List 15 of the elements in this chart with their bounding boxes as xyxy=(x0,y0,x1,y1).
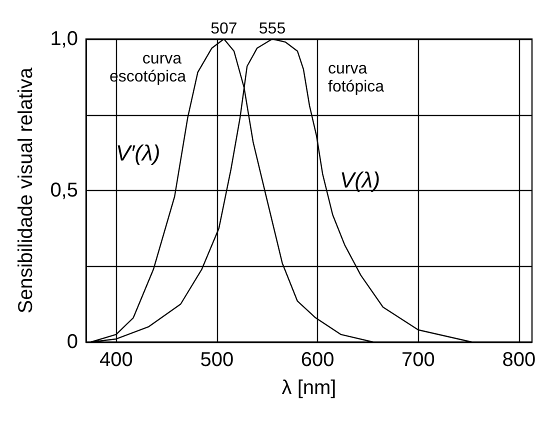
annotation: curva fotópica xyxy=(328,60,384,96)
x-tick-label: 800 xyxy=(502,349,536,371)
y-tick-label: 1,0 xyxy=(50,28,78,50)
x-tick-label: 400 xyxy=(100,349,133,371)
y-tick-label: 0 xyxy=(66,331,78,353)
x-tick-label: 500 xyxy=(200,349,234,371)
annotation: V′(λ) xyxy=(116,140,160,166)
x-axis-title: λ [nm] xyxy=(282,377,336,399)
y-axis-title: Sensibilidade visual relativa xyxy=(15,66,37,314)
x-tick-label: 600 xyxy=(300,349,334,371)
x-tick-label: 700 xyxy=(402,349,435,371)
annotation: 555 xyxy=(258,20,286,38)
y-tick-label: 0,5 xyxy=(50,180,78,202)
annotation: 507 xyxy=(210,20,238,38)
annotation: V(λ) xyxy=(340,168,380,192)
